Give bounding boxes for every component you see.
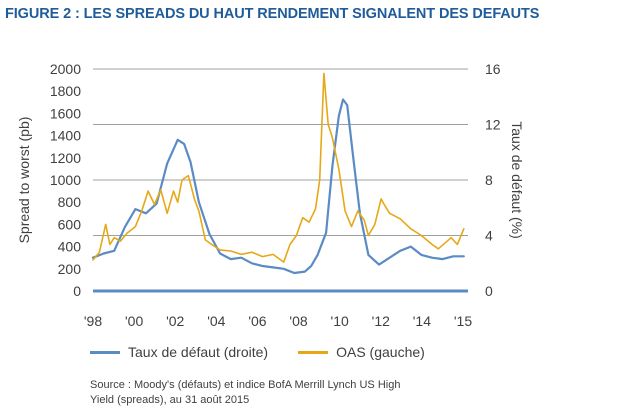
legend-label-default-rate: Taux de défaut (droite) — [128, 344, 269, 360]
left-tick-label: 0 — [73, 283, 81, 299]
x-tick-label: '00 — [125, 313, 143, 329]
left-tick-label: 200 — [58, 261, 82, 277]
legend-label-oas: OAS (gauche) — [336, 344, 425, 360]
x-tick-label: '08 — [289, 313, 307, 329]
left-tick-label: 1000 — [50, 172, 81, 188]
x-tick-label: '15 — [454, 313, 472, 329]
x-tick-label: '14 — [413, 313, 431, 329]
left-tick-label: 600 — [58, 216, 82, 232]
right-tick-label: 12 — [485, 117, 501, 133]
x-tick-label: '10 — [331, 313, 349, 329]
left-axis-title: Spread to worst (pb) — [16, 117, 32, 244]
x-tick-label: '04 — [207, 313, 225, 329]
x-tick-label: '12 — [372, 313, 390, 329]
legend-item-oas: OAS (gauche) — [298, 344, 425, 360]
right-axis-ticks: 0 4 8 12 16 — [485, 61, 501, 299]
right-axis-title: Taux de défaut (%) — [509, 121, 525, 239]
figure-title: FIGURE 2 : LES SPREADS DU HAUT RENDEMENT… — [5, 6, 540, 22]
left-tick-label: 800 — [58, 194, 82, 210]
right-tick-label: 16 — [485, 61, 501, 77]
right-tick-label: 8 — [485, 172, 493, 188]
left-tick-label: 1600 — [50, 105, 81, 121]
source-note: Source : Moody's (défauts) et indice Bof… — [90, 379, 401, 406]
left-tick-label: 400 — [58, 239, 82, 255]
series-layer — [91, 72, 465, 275]
x-tick-label: '02 — [166, 313, 184, 329]
left-tick-label: 1800 — [50, 83, 81, 99]
left-tick-label: 1400 — [50, 128, 81, 144]
x-tick-label: '06 — [248, 313, 266, 329]
left-tick-label: 1200 — [50, 150, 81, 166]
x-axis-ticks: '98 '00 '02 '04 '06 '08 '10 '12 '14 '15 — [84, 313, 472, 329]
legend-item-default-rate: Taux de défaut (droite) — [90, 344, 268, 360]
left-tick-label: 2000 — [50, 61, 81, 77]
legend-swatch-default-rate — [90, 350, 120, 354]
legend-swatch-oas — [298, 350, 329, 354]
legend: Taux de défaut (droite) OAS (gauche) — [90, 344, 455, 360]
series-default-rate-line — [91, 98, 465, 275]
right-tick-label: 0 — [485, 283, 493, 299]
left-axis-ticks: 0 200 400 600 800 1000 1200 1400 1600 1800 2000 — [50, 61, 81, 299]
x-tick-label: '98 — [84, 313, 102, 329]
series-oas-line — [92, 72, 465, 263]
right-tick-label: 4 — [485, 228, 493, 244]
gridlines — [93, 68, 468, 236]
